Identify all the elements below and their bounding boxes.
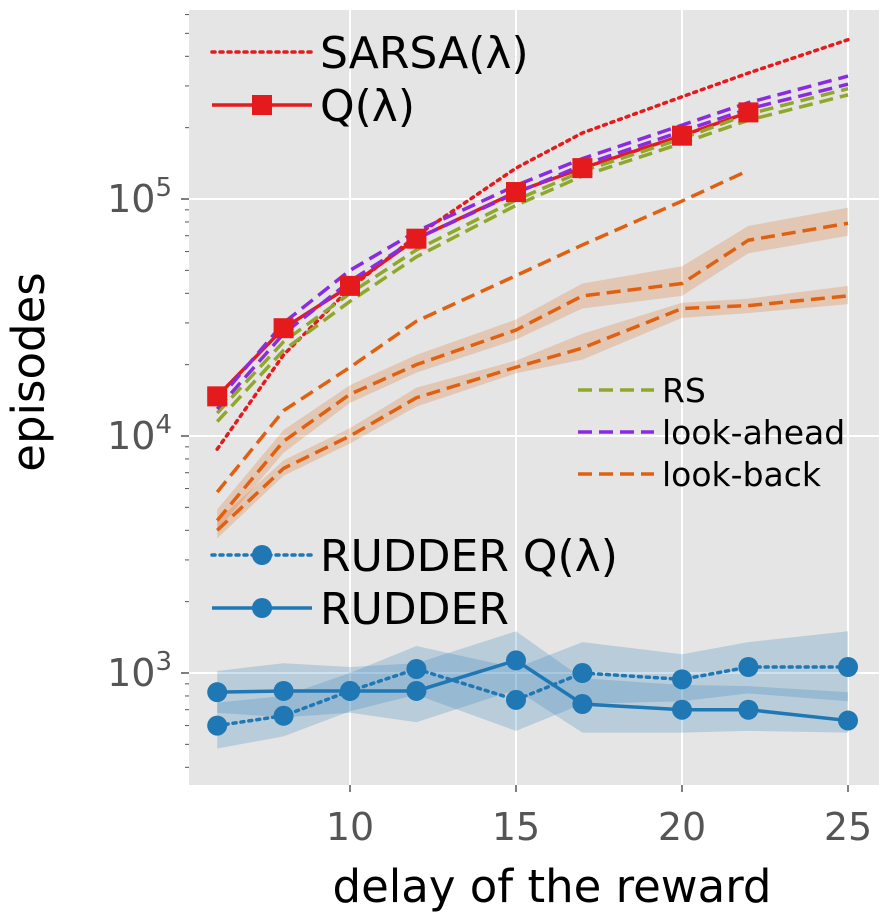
legend-label: RUDDER xyxy=(320,584,509,635)
circle-marker xyxy=(273,680,294,701)
circle-marker xyxy=(506,650,526,671)
axis-ticks: 10 15 20 25 103 104 105 xyxy=(107,14,872,849)
legend-label: SARSA(λ) xyxy=(320,28,529,79)
circle-marker xyxy=(506,689,526,710)
legend-label: look-back xyxy=(662,455,822,494)
circle-marker xyxy=(838,657,858,678)
circle-marker xyxy=(273,705,294,726)
series-line xyxy=(215,168,750,494)
square-marker xyxy=(572,158,593,179)
circle-marker xyxy=(672,699,692,720)
confidence-band xyxy=(217,631,848,749)
square-marker xyxy=(406,228,427,249)
y-tick-label: 103 xyxy=(107,647,172,695)
square-marker xyxy=(738,102,759,123)
x-tick-label: 15 xyxy=(492,805,540,849)
circle-marker xyxy=(207,715,228,736)
y-axis-label: episodes xyxy=(2,272,55,471)
series-line xyxy=(215,93,849,423)
circle-marker xyxy=(672,669,692,690)
circle-marker xyxy=(340,680,360,701)
circle-marker xyxy=(738,657,759,678)
y-tick-label: 104 xyxy=(107,410,172,458)
x-tick-label: 10 xyxy=(326,805,374,849)
legend-label: Q(λ) xyxy=(320,81,415,132)
square-marker xyxy=(340,275,360,296)
circle-marker xyxy=(252,598,272,618)
legend-label: RS xyxy=(662,371,706,410)
series-markers xyxy=(207,102,858,736)
circle-marker xyxy=(838,710,858,731)
circle-marker xyxy=(252,545,272,565)
x-tick-label: 20 xyxy=(658,805,706,849)
circle-marker xyxy=(406,658,427,679)
x-tick-label: 25 xyxy=(824,805,872,849)
circle-marker xyxy=(738,699,759,720)
series-line xyxy=(216,294,849,532)
square-marker xyxy=(672,125,692,146)
circle-marker xyxy=(572,663,593,683)
legend-label: look-ahead xyxy=(662,413,845,452)
y-tick-label: 105 xyxy=(107,173,172,221)
circle-marker xyxy=(572,693,593,714)
square-marker xyxy=(252,95,272,115)
square-marker xyxy=(207,386,228,407)
series-line xyxy=(215,221,849,522)
circle-marker xyxy=(406,680,427,701)
x-axis-label: delay of the reward xyxy=(333,860,772,913)
series-line xyxy=(215,82,849,411)
square-marker xyxy=(506,182,526,203)
series-line xyxy=(215,74,849,403)
square-marker xyxy=(273,318,294,339)
confidence-band xyxy=(217,207,848,531)
series-line xyxy=(215,37,850,451)
circle-marker xyxy=(207,682,228,703)
legend-label: RUDDER Q(λ) xyxy=(320,531,618,582)
